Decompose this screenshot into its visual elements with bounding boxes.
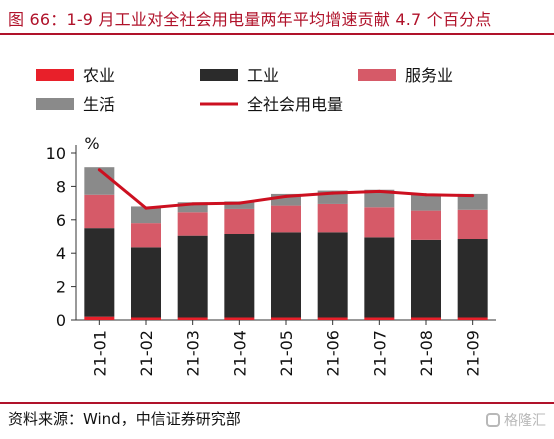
bars	[84, 167, 488, 320]
x-tick-label-1: 21-02	[137, 330, 156, 377]
bar-3-1	[131, 206, 161, 224]
total-line-point-8	[471, 194, 475, 198]
bar-3-0	[84, 167, 115, 195]
bar-3-4	[271, 193, 301, 206]
bar-2-8	[457, 209, 488, 240]
y-tick-label-0: 0	[56, 311, 66, 330]
x-tick-label-2: 21-03	[184, 330, 203, 377]
legend-label-3: 生活	[83, 95, 115, 114]
bar-0-7	[411, 317, 441, 320]
y-tick-label-5: 10	[46, 144, 66, 163]
y-tick-label-1: 2	[56, 278, 66, 297]
bar-2-1	[131, 223, 161, 248]
legend-swatch-2	[358, 69, 396, 81]
bar-1-8	[457, 239, 488, 318]
legend-label-2: 服务业	[405, 66, 453, 85]
x-tick-label-8: 21-09	[464, 330, 483, 377]
x-tick-label-5: 21-06	[324, 330, 343, 377]
bar-3-8	[457, 193, 488, 210]
bar-2-2	[177, 212, 208, 236]
x-tick-label-4: 21-05	[277, 330, 296, 377]
bar-2-7	[411, 210, 441, 240]
bar-1-7	[411, 239, 441, 318]
legend-swatch-1	[200, 69, 238, 81]
bar-1-6	[364, 237, 395, 318]
y-tick-label-3: 6	[56, 211, 66, 230]
total-line-point-2	[191, 202, 195, 206]
y-tick-label-2: 4	[56, 244, 66, 263]
y-axis-unit: %	[84, 134, 99, 153]
bar-2-3	[224, 208, 255, 234]
chart-title: 图 66：1-9 月工业对全社会用电量两年平均增速贡献 4.7 个百分点	[8, 10, 492, 29]
legend-label-1: 工业	[247, 66, 279, 85]
y-tick-label-4: 8	[56, 177, 66, 196]
bar-1-4	[271, 232, 301, 318]
x-tick-label-6: 21-07	[370, 330, 389, 377]
bar-0-2	[177, 317, 208, 320]
source-divider	[0, 402, 554, 404]
legend-swatch-3	[36, 98, 74, 110]
legend-label-0: 农业	[83, 66, 115, 85]
bar-1-2	[177, 235, 208, 318]
x-tick-label-7: 21-08	[417, 330, 436, 377]
bar-2-5	[317, 203, 348, 233]
x-tick-label-3: 21-04	[230, 330, 249, 377]
bar-0-6	[364, 317, 395, 320]
bar-0-8	[457, 317, 488, 320]
watermark-logo-icon	[486, 413, 500, 427]
bar-3-2	[177, 202, 208, 213]
bar-0-0	[84, 316, 115, 320]
total-line	[97, 168, 475, 210]
bar-0-5	[317, 317, 348, 320]
bar-0-1	[131, 317, 161, 320]
total-line-point-7	[424, 193, 428, 197]
bar-3-7	[411, 194, 441, 211]
total-line-point-5	[331, 191, 335, 195]
total-line-point-4	[284, 194, 288, 198]
bar-2-0	[84, 194, 115, 229]
bar-1-5	[317, 232, 348, 318]
watermark-text: 格隆汇	[504, 413, 546, 429]
x-tick-label-0: 21-01	[90, 330, 109, 377]
legend-swatch-0	[36, 69, 74, 81]
bar-1-1	[131, 247, 161, 318]
bar-0-3	[224, 317, 255, 320]
total-line-point-0	[97, 168, 101, 172]
total-line-point-3	[237, 201, 241, 205]
bar-2-4	[271, 205, 301, 233]
legend-label-4: 全社会用电量	[247, 95, 343, 114]
title-divider	[0, 33, 554, 35]
bar-1-0	[84, 228, 115, 317]
bar-1-3	[224, 233, 255, 318]
source-note: 资料来源：Wind，中信证券研究部	[8, 410, 241, 428]
bar-2-6	[364, 207, 395, 238]
bar-3-6	[364, 189, 395, 208]
bar-0-4	[271, 317, 301, 320]
bar-3-3	[224, 201, 255, 209]
total-line-point-1	[144, 206, 148, 210]
watermark: 格隆汇	[486, 410, 546, 430]
axes: % 0 2 4 6 8 10 21-01 21-02 21-03 21-04 21-05 21-06 21…	[46, 134, 496, 377]
total-line-point-6	[377, 189, 381, 193]
